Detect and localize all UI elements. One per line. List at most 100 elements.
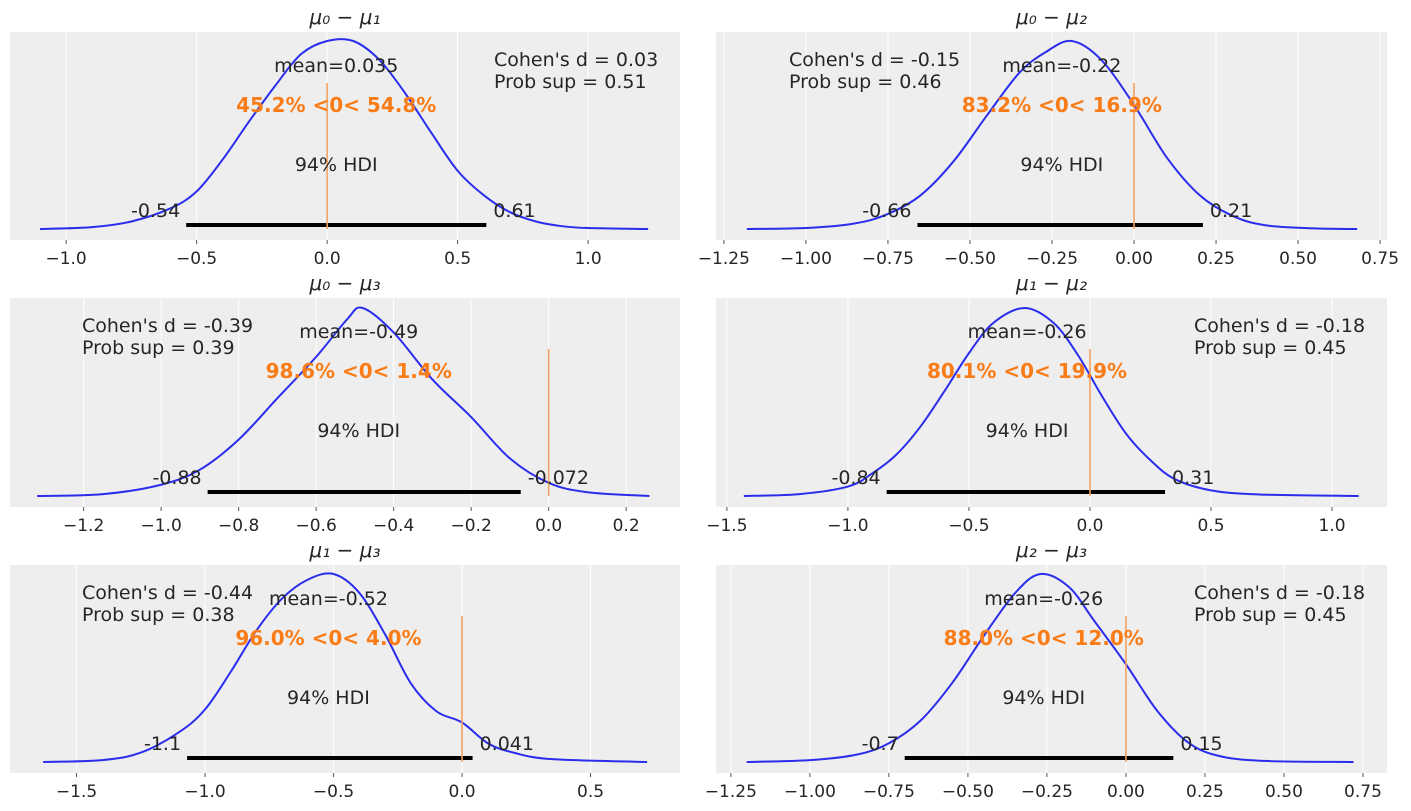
x-tick-label: 0.50 — [1279, 249, 1317, 269]
hdi-high-label: 0.31 — [1172, 467, 1214, 489]
x-tick-label: 1.0 — [1319, 516, 1346, 536]
hdi-low-label: -0.7 — [862, 733, 899, 755]
x-tick-label: −1.00 — [784, 782, 836, 802]
hdi-label: 94% HDI — [986, 420, 1069, 442]
x-tick-label: −0.75 — [863, 782, 915, 802]
x-tick-label: 0.5 — [444, 249, 471, 269]
x-tick-label: −1.5 — [706, 516, 747, 536]
cohens-d-label: Cohen's d = 0.03 — [494, 49, 658, 71]
x-tick-label: −1.0 — [45, 249, 86, 269]
kde-curve — [743, 306, 1359, 497]
kde-curve — [746, 39, 1358, 230]
x-tick-label: 0.25 — [1186, 782, 1224, 802]
x-tick-label: 0.0 — [314, 249, 341, 269]
plot-area — [10, 565, 680, 773]
x-tick-label: 0.00 — [1115, 249, 1153, 269]
x-tick-label: 0.0 — [449, 782, 476, 802]
x-tick-label: −1.25 — [698, 249, 750, 269]
mean-label: mean=0.035 — [274, 55, 398, 77]
hdi-low-label: -1.1 — [144, 733, 181, 755]
reference-probability-label: 83.2% <0< 16.9% — [962, 93, 1162, 117]
subplot-title: μ₁ − μ₃ — [309, 538, 381, 562]
hdi-low-label: -0.66 — [862, 200, 911, 222]
x-tick-label: −1.25 — [705, 782, 757, 802]
hdi-low-label: -0.84 — [831, 467, 880, 489]
x-tick-label: −0.50 — [942, 782, 994, 802]
hdi-high-label: 0.61 — [493, 200, 535, 222]
subplot-title: μ₀ − μ₁ — [309, 5, 381, 29]
subplot-1: −1.0 −0.5 0.0 0.5 1.0 μ₀ − μ₁ -0.54 0.61 94% HDI… — [10, 5, 680, 269]
subplot-5: −1.5 −1.0 −0.5 0.0 0.5 μ₁ − μ₃ -1.1 0.041 94% HD… — [10, 538, 680, 802]
cohens-d-label: Cohen's d = -0.18 — [1194, 582, 1365, 604]
reference-probability-label: 88.0% <0< 12.0% — [944, 626, 1144, 650]
reference-probability-label: 45.2% <0< 54.8% — [236, 93, 436, 117]
x-tick-label: 0.25 — [1197, 249, 1235, 269]
x-tick-label: −0.50 — [944, 249, 996, 269]
mean-label: mean=-0.26 — [968, 321, 1087, 343]
mean-label: mean=-0.49 — [299, 321, 418, 343]
x-tick-label: −0.5 — [313, 782, 354, 802]
x-tick-label: 0.50 — [1265, 782, 1303, 802]
subplot-2: −1.25 −1.00 −0.75 −0.50 −0.25 0.00 0.25 0.50 0.7… — [698, 5, 1399, 269]
kde-curve — [43, 572, 648, 763]
cohens-d-label: Cohen's d = -0.44 — [82, 582, 253, 604]
mean-label: mean=-0.22 — [1002, 55, 1121, 77]
x-tick-label: −0.2 — [450, 516, 491, 536]
x-tick-label: −0.25 — [1021, 782, 1073, 802]
hdi-label: 94% HDI — [1020, 154, 1103, 176]
hdi-label: 94% HDI — [295, 154, 378, 176]
x-tick-label: −1.2 — [63, 516, 104, 536]
x-tick-label: −0.4 — [373, 516, 414, 536]
x-tick-label: 0.00 — [1107, 782, 1145, 802]
reference-probability-label: 96.0% <0< 4.0% — [235, 626, 421, 650]
x-tick-label: −0.5 — [948, 516, 989, 536]
prob-sup-label: Prob sup = 0.45 — [1194, 604, 1347, 626]
plot-area — [10, 32, 680, 240]
cohens-d-label: Cohen's d = -0.18 — [1194, 315, 1365, 337]
subplot-title: μ₀ − μ₂ — [1015, 5, 1087, 29]
hdi-low-label: -0.88 — [152, 467, 201, 489]
x-tick-label: 0.0 — [535, 516, 562, 536]
plot-area — [716, 565, 1387, 773]
subplot-title: μ₀ − μ₃ — [309, 271, 381, 295]
cohens-d-label: Cohen's d = -0.15 — [789, 49, 960, 71]
kde-curve — [37, 306, 650, 497]
x-tick-label: −0.6 — [295, 516, 336, 536]
subplot-6: −1.25 −1.00 −0.75 −0.50 −0.25 0.00 0.25 0.50 0.7… — [705, 538, 1387, 802]
subplot-4: −1.5 −1.0 −0.5 0.0 0.5 1.0 μ₁ − μ₂ -0.84 0.31 94%… — [706, 271, 1387, 536]
prob-sup-label: Prob sup = 0.46 — [789, 71, 942, 93]
plot-area — [10, 298, 680, 507]
x-tick-label: −0.75 — [862, 249, 914, 269]
plot-area — [716, 298, 1387, 507]
kde-curve — [39, 38, 649, 230]
kde-curve — [746, 572, 1354, 763]
prob-sup-label: Prob sup = 0.38 — [82, 604, 235, 626]
x-tick-label: 0.2 — [613, 516, 640, 536]
x-tick-label: 0.75 — [1344, 782, 1382, 802]
x-tick-label: −0.25 — [1026, 249, 1078, 269]
mean-label: mean=-0.26 — [984, 588, 1103, 610]
x-tick-label: 0.5 — [1197, 516, 1224, 536]
hdi-label: 94% HDI — [1002, 687, 1085, 709]
reference-probability-label: 80.1% <0< 19.9% — [927, 359, 1127, 383]
hdi-high-label: -0.072 — [528, 467, 589, 489]
subplot-title: μ₁ − μ₂ — [1015, 271, 1087, 295]
x-tick-label: 0.5 — [577, 782, 604, 802]
hdi-high-label: 0.041 — [480, 733, 534, 755]
x-tick-label: −1.5 — [56, 782, 97, 802]
subplot-title: μ₂ − μ₃ — [1015, 538, 1087, 562]
subplot-3: −1.2 −1.0 −0.8 −0.6 −0.4 −0.2 0.0 0.2 μ₀ − μ₃ -0.… — [10, 271, 680, 536]
hdi-label: 94% HDI — [287, 687, 370, 709]
prob-sup-label: Prob sup = 0.45 — [1194, 337, 1347, 359]
mean-label: mean=-0.52 — [269, 588, 388, 610]
x-tick-label: 0.0 — [1076, 516, 1103, 536]
reference-probability-label: 98.6% <0< 1.4% — [266, 359, 452, 383]
x-tick-label: −1.0 — [184, 782, 225, 802]
x-tick-label: −0.5 — [176, 249, 217, 269]
x-tick-label: −1.00 — [780, 249, 832, 269]
x-tick-label: 0.75 — [1361, 249, 1399, 269]
hdi-high-label: 0.21 — [1210, 200, 1252, 222]
cohens-d-label: Cohen's d = -0.39 — [82, 315, 253, 337]
hdi-high-label: 0.15 — [1180, 733, 1222, 755]
